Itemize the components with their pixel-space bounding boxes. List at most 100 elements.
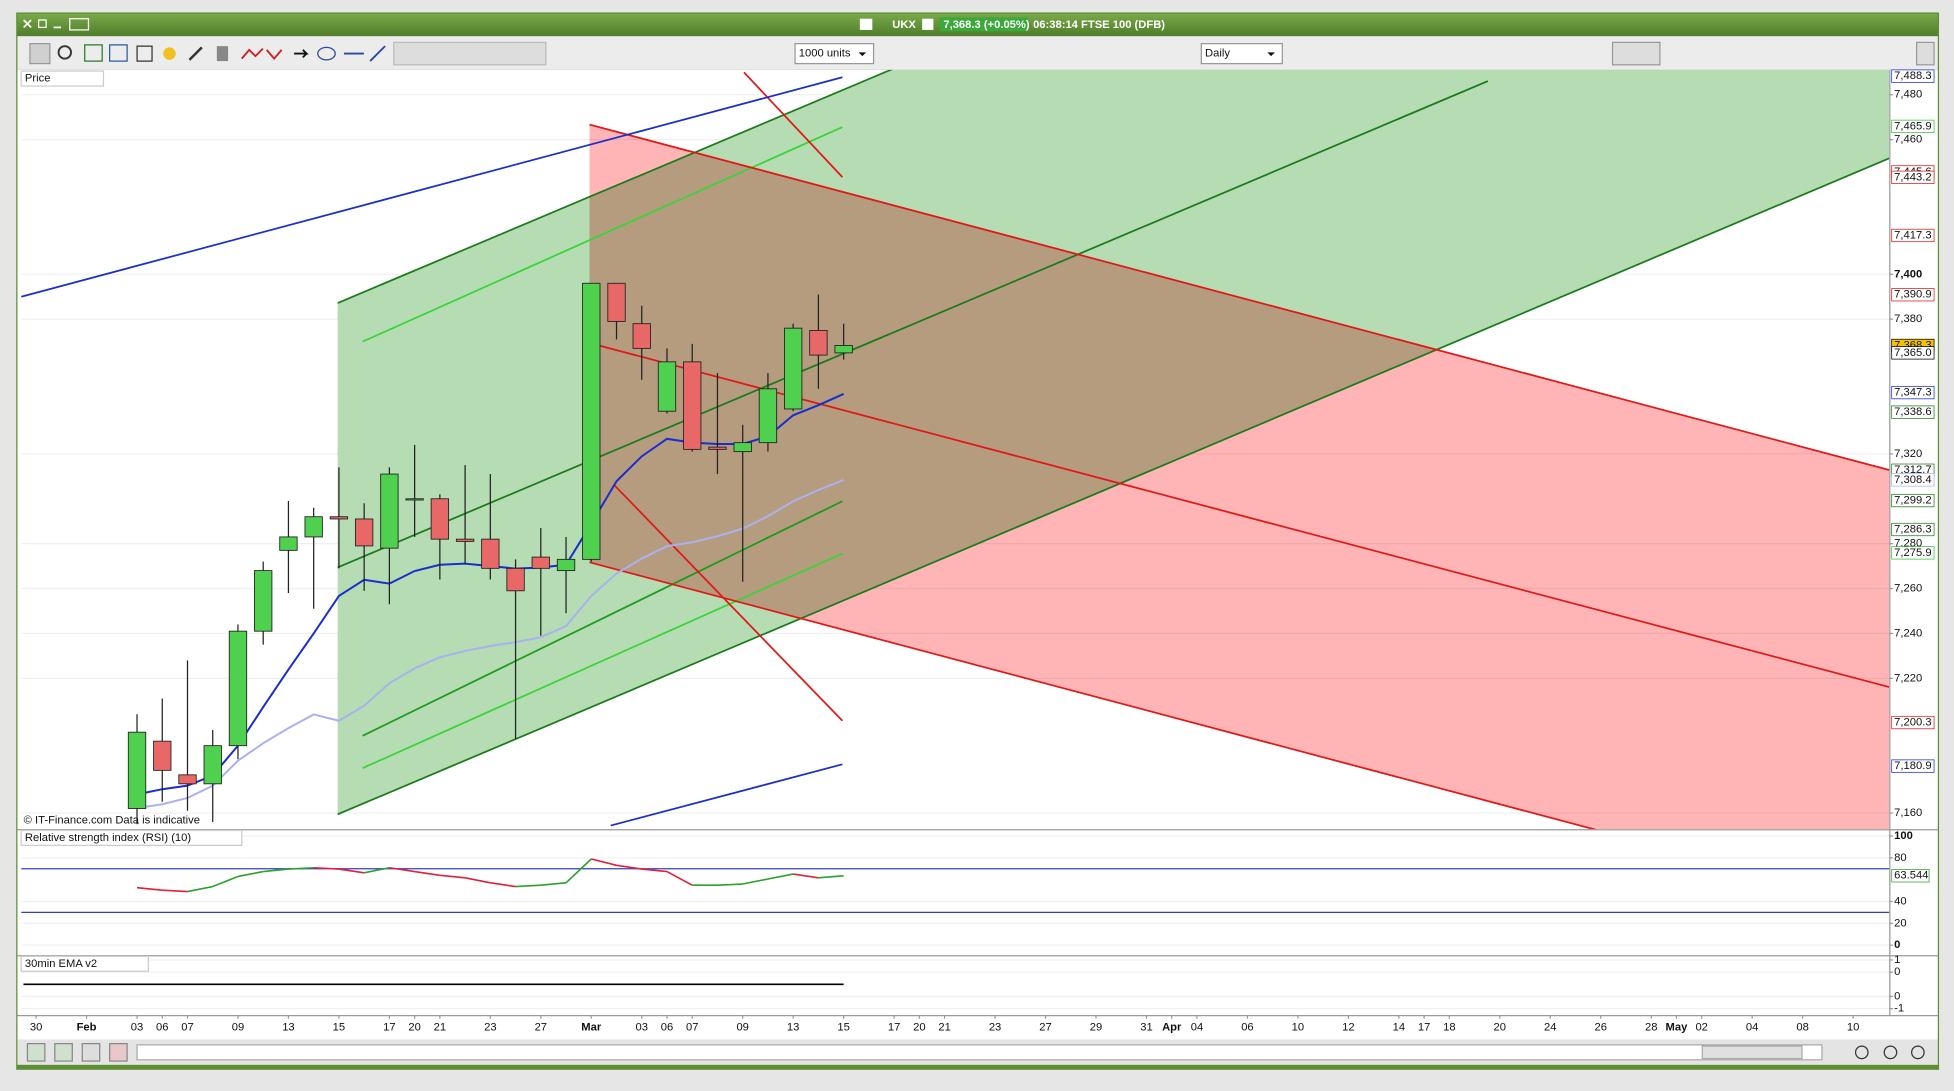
zoom-tool[interactable] <box>57 45 72 60</box>
x-tick-label: 03 <box>636 1021 648 1033</box>
indicator-line <box>414 870 440 877</box>
indicator-line <box>212 875 239 888</box>
y-tick-label: 1 <box>1894 954 1900 966</box>
price-flag-label: 7,308.4 <box>1894 474 1931 486</box>
indicator-line <box>464 876 491 884</box>
x-tick-label: 20 <box>408 1021 420 1033</box>
keyboard-icon[interactable] <box>69 18 90 31</box>
candle-body <box>758 388 778 444</box>
x-tick-label: 04 <box>1191 1021 1203 1033</box>
y-tick-label: 40 <box>1894 895 1906 907</box>
close-icon[interactable] <box>23 19 32 29</box>
x-tick-label: 13 <box>282 1021 294 1033</box>
ray-tool[interactable] <box>369 45 386 62</box>
price-flag-label: 7,180.9 <box>1894 760 1931 772</box>
candle-body <box>809 329 828 356</box>
x-tick-label: 29 <box>1090 1021 1102 1033</box>
x-tick-label: 17 <box>888 1021 900 1033</box>
price-flag <box>1891 170 1935 184</box>
pane-title: 30min EMA v2 <box>25 958 97 970</box>
price-flag-label: 7,488.3 <box>1894 70 1931 82</box>
title-bar: UKX 7,368.3 (+0.05%) 06:38:14 FTSE 100 (… <box>17 13 1938 37</box>
indicator-flag-label: 63.544 <box>1894 870 1928 882</box>
pane-label-box <box>20 829 243 846</box>
bottom-tool[interactable] <box>81 1042 101 1062</box>
line-tool[interactable] <box>241 47 264 60</box>
x-tick-label: 17 <box>1418 1021 1430 1033</box>
price-flag-label: 7,465.9 <box>1894 120 1931 132</box>
price-flag <box>1891 473 1935 487</box>
x-tick-label: 24 <box>1544 1021 1556 1033</box>
drawn-line <box>337 69 893 304</box>
candle-body <box>582 282 601 560</box>
price-flag <box>1891 288 1935 302</box>
x-tick-label: 23 <box>989 1021 1001 1033</box>
ellipse-tool[interactable] <box>317 46 336 61</box>
chart-icon[interactable] <box>859 18 873 30</box>
candle-body <box>632 323 651 349</box>
fib-tool[interactable] <box>109 44 128 62</box>
period-dropdown[interactable] <box>1200 43 1283 65</box>
x-tick-label: 20 <box>913 1021 925 1033</box>
toolbar-icons: 1000 units Daily <box>29 41 1935 66</box>
bottom-tool[interactable] <box>26 1042 46 1062</box>
y-tick-label: 80 <box>1894 852 1906 864</box>
x-tick-label: May <box>1666 1021 1689 1033</box>
draw-tool[interactable] <box>84 44 103 62</box>
drawn-line <box>610 763 843 827</box>
drawn-line <box>362 500 843 737</box>
price-flag-label: 7,390.9 <box>1894 289 1931 301</box>
price-flag <box>1891 228 1935 243</box>
chart-type-button[interactable] <box>1611 41 1661 66</box>
color-palette[interactable] <box>393 41 547 66</box>
x-tick-label: 07 <box>181 1021 193 1033</box>
zoom-reset[interactable] <box>1911 1045 1925 1060</box>
bottom-tool[interactable] <box>54 1042 73 1062</box>
price-flag <box>1891 385 1935 400</box>
zoom-out[interactable] <box>1883 1045 1898 1060</box>
price-pane <box>21 69 1890 830</box>
quote-badge <box>939 17 1029 32</box>
alert-tool[interactable] <box>163 47 176 60</box>
channel-tool[interactable] <box>265 49 283 61</box>
info-icon[interactable] <box>922 18 934 30</box>
indicator-line <box>666 870 693 886</box>
x-tick-label: 02 <box>1695 1021 1707 1033</box>
candle-body <box>834 345 853 354</box>
indicator-line <box>237 870 264 878</box>
candle-body <box>279 536 298 551</box>
units-dropdown[interactable] <box>794 43 875 65</box>
price-flag-label: 7,200.3 <box>1894 717 1931 729</box>
x-tick-label: 14 <box>1393 1021 1405 1033</box>
zoom-in[interactable] <box>1854 1045 1869 1060</box>
tools-icon[interactable] <box>188 46 203 61</box>
text-tool[interactable] <box>136 45 153 62</box>
bottom-tool[interactable] <box>109 1042 128 1062</box>
y-tick-label: 20 <box>1894 917 1906 929</box>
y-tick-label: 0 <box>1894 939 1900 951</box>
indicator-line <box>616 864 642 870</box>
candle-body <box>329 516 349 520</box>
pointer-tool[interactable] <box>29 43 51 65</box>
arrow-tool[interactable] <box>294 49 309 59</box>
candle-body <box>228 630 248 747</box>
x-tick-label: 21 <box>938 1021 950 1033</box>
price-flag <box>1891 69 1935 83</box>
price-flag-label: 7,286.3 <box>1894 523 1931 535</box>
scrollbar[interactable] <box>136 1044 1823 1061</box>
price-flag-label: 7,275.9 <box>1894 547 1931 559</box>
x-tick-label: 07 <box>686 1021 698 1033</box>
candle-body <box>354 518 374 547</box>
y-tick-label: 7,240 <box>1894 627 1922 639</box>
indicator-line <box>263 868 289 873</box>
settings-button[interactable] <box>1915 41 1935 66</box>
x-tick-label: 06 <box>661 1021 673 1033</box>
delete-tool[interactable] <box>216 46 229 62</box>
x-tick-label: Apr <box>1162 1021 1182 1033</box>
scroll-thumb[interactable] <box>1701 1045 1803 1060</box>
indicator-line <box>313 866 339 870</box>
candle-body <box>380 473 399 549</box>
restore-icon[interactable] <box>38 19 47 29</box>
indicator-line <box>742 878 769 885</box>
price-flag-label: 7,312.7 <box>1894 464 1931 476</box>
